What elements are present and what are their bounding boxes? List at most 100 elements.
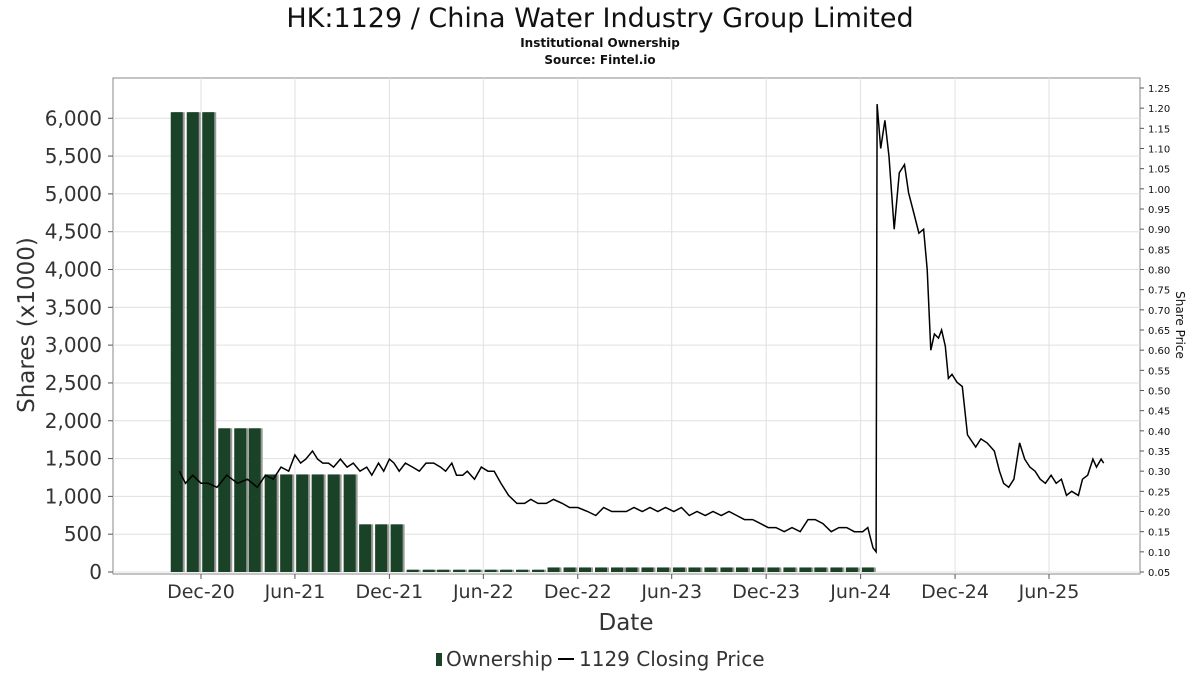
bar-fill: [264, 474, 277, 572]
bar-fill: [234, 428, 247, 572]
bar: [625, 567, 640, 572]
y2-tick-label: 0.90: [1148, 225, 1170, 236]
bar: [516, 569, 531, 572]
bar-fill: [327, 474, 340, 572]
y2-axis-title: Share Price: [1173, 291, 1187, 359]
y2-tick-label: 0.65: [1148, 326, 1170, 337]
y2-tick-label: 0.05: [1148, 568, 1170, 579]
bar-fill: [390, 524, 403, 572]
bar-fill: [625, 567, 638, 572]
y2-tick-label: 0.45: [1148, 407, 1170, 418]
bar-fill: [359, 524, 372, 572]
bar: [595, 567, 609, 572]
y-tick-label: 4,000: [45, 258, 102, 282]
bar: [641, 567, 656, 572]
bar-fill: [218, 428, 231, 572]
bar: [390, 524, 405, 572]
bar: [532, 569, 547, 572]
x-tick-label: Jun-22: [452, 581, 514, 603]
bar: [814, 567, 829, 572]
bar: [280, 474, 295, 572]
y-axis-left: 0 500 1,000 1,500 2,000 2,500 3,000 3,500 4,000 4…: [45, 106, 113, 584]
bar: [672, 567, 687, 572]
y2-tick-label: 0.60: [1148, 346, 1170, 357]
y2-tick-label: 0.80: [1148, 266, 1170, 277]
bar-fill: [814, 567, 827, 572]
bar: [248, 428, 263, 572]
bar: [547, 567, 562, 572]
bar-fill: [484, 569, 497, 572]
x-tick-label: Dec-20: [167, 581, 235, 603]
bar: [688, 567, 703, 572]
y-axis-title: Shares (x1000): [14, 237, 40, 413]
bar: [218, 428, 233, 572]
legend-label-price: 1129 Closing Price: [579, 647, 765, 671]
bar-fill: [311, 474, 324, 572]
bar: [170, 112, 185, 572]
y2-tick-label: 0.15: [1148, 528, 1170, 539]
chart-title: HK:1129 / China Water Industry Group Lim…: [286, 3, 913, 34]
y2-tick-label: 0.40: [1148, 427, 1170, 438]
bar: [422, 569, 437, 572]
x-tick-label: Dec-24: [921, 581, 989, 603]
bar: [453, 569, 468, 572]
bar-fill: [579, 567, 591, 572]
bar-fill: [830, 567, 843, 572]
bar-fill: [735, 567, 748, 572]
bar: [861, 567, 876, 572]
bar-fill: [751, 567, 764, 572]
x-tick-label: Jun-23: [640, 581, 702, 603]
bar-fill: [437, 569, 450, 572]
bar: [343, 474, 358, 572]
y-tick-label: 1,500: [45, 447, 102, 471]
bar: [735, 567, 750, 572]
y2-tick-label: 1.20: [1148, 104, 1170, 115]
bar: [783, 567, 798, 572]
legend-swatch-ownership: [436, 653, 442, 666]
y2-tick-label: 0.10: [1148, 548, 1170, 559]
bar: [264, 474, 279, 572]
bar-fill: [186, 112, 199, 572]
bar: [720, 567, 735, 572]
chart-source: Source: Fintel.io: [544, 53, 655, 67]
bar: [234, 428, 249, 572]
y2-tick-label: 0.25: [1148, 487, 1170, 498]
y-tick-label: 3,500: [45, 295, 102, 319]
y2-tick-label: 1.10: [1148, 145, 1170, 156]
bar-fill: [170, 112, 183, 572]
y2-tick-label: 0.70: [1148, 306, 1170, 317]
bar: [500, 569, 515, 572]
y2-tick-label: 0.75: [1148, 286, 1170, 297]
bar: [484, 569, 499, 572]
bar-fill: [406, 569, 419, 572]
y-tick-label: 500: [64, 522, 102, 546]
bar: [579, 567, 593, 572]
price-line-group: [178, 104, 1105, 554]
bar-fill: [280, 474, 293, 572]
bar-fill: [468, 569, 481, 572]
bar: [767, 567, 782, 572]
bar-fill: [595, 567, 607, 572]
bar-fill: [611, 567, 623, 572]
ownership-bars: [170, 112, 876, 572]
y-tick-label: 4,500: [45, 220, 102, 244]
bar: [375, 524, 390, 572]
y-tick-label: 2,000: [45, 409, 102, 433]
bar: [437, 569, 452, 572]
bar-fill: [641, 567, 654, 572]
bar-fill: [500, 569, 513, 572]
x-tick-label: Jun-25: [1018, 581, 1080, 603]
bar: [611, 567, 625, 572]
y2-tick-label: 1.15: [1148, 124, 1170, 135]
bar-fill: [343, 474, 356, 572]
bar-fill: [202, 112, 215, 572]
bar: [296, 474, 311, 572]
x-tick-label: Jun-21: [264, 581, 326, 603]
x-tick-label: Dec-23: [732, 581, 800, 603]
y-tick-label: 3,000: [45, 333, 102, 357]
chart-subtitle: Institutional Ownership: [520, 36, 680, 50]
bar-fill: [783, 567, 796, 572]
y2-tick-label: 0.95: [1148, 205, 1170, 216]
y2-tick-label: 0.30: [1148, 467, 1170, 478]
legend: Ownership 1129 Closing Price: [436, 647, 765, 671]
